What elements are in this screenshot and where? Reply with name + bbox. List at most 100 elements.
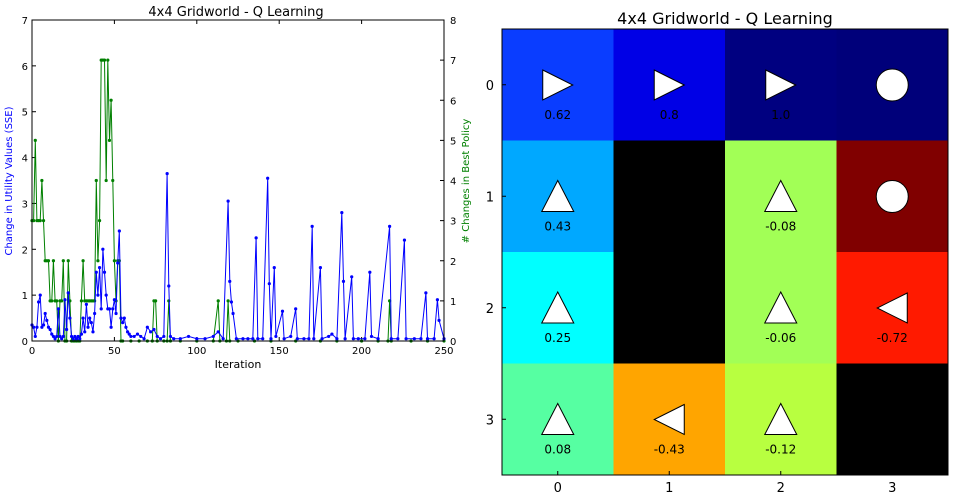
utility-change-point: [112, 298, 116, 302]
utility-change-point: [96, 293, 100, 297]
x-tick-label: 150: [270, 346, 289, 357]
policy-change-point: [79, 299, 84, 303]
utility-change-point: [261, 337, 265, 341]
utility-change-point: [307, 337, 311, 341]
utility-change-point: [58, 334, 62, 339]
y-left-tick-label: 3: [22, 199, 28, 210]
utility-change-point: [60, 337, 64, 341]
utility-change-point: [129, 334, 133, 339]
utility-change-point: [35, 325, 39, 329]
utility-change-point: [38, 293, 42, 297]
arrow-right-icon: [653, 69, 686, 101]
utility-change-point: [139, 334, 143, 339]
y-right-tick-label: 0: [450, 337, 456, 348]
policy-change-point: [226, 299, 230, 303]
utility-change-point: [68, 316, 72, 320]
grid-frame: [501, 28, 949, 476]
cell-value-label: -0.12: [765, 443, 796, 457]
utility-change-point: [40, 325, 44, 329]
policy-change-point: [38, 219, 42, 223]
policy-change-point: [81, 259, 85, 263]
utility-change-point: [435, 298, 440, 302]
utility-change-point: [78, 337, 82, 341]
utility-change-point: [419, 337, 423, 341]
y-left-tick-label: 0: [22, 337, 28, 348]
policy-change-point: [107, 138, 112, 142]
utility-change-point: [369, 334, 374, 339]
utility-change-point: [65, 327, 69, 332]
terminal-circle-icon: [875, 180, 909, 213]
utility-change-point: [341, 279, 346, 283]
utility-change-point: [102, 270, 107, 274]
utility-change-point: [69, 334, 74, 339]
utility-change-point: [295, 337, 299, 341]
utility-change-point: [135, 332, 140, 336]
policy-change-point: [41, 219, 46, 223]
y-left-tick-label: 5: [22, 108, 28, 119]
utility-change-point: [404, 337, 408, 341]
policy-change-point: [50, 299, 54, 303]
grid-x-tick-label: 2: [777, 481, 785, 496]
policy-change-point: [60, 299, 64, 303]
policy-change-point: [154, 299, 158, 303]
utility-change-point: [46, 325, 51, 329]
policy-change-point: [112, 259, 116, 263]
terminal-circle-icon: [875, 68, 909, 102]
utility-change-point: [425, 337, 430, 341]
utility-change-point: [155, 334, 159, 339]
utility-change-point: [114, 311, 118, 316]
utility-change-point: [107, 307, 112, 311]
utility-change-point: [55, 334, 59, 339]
utility-change-point: [109, 325, 113, 329]
grid-cells: 0.62 0.8 1.0 0.43 -0.08 0.25 -0.06 -0.72 0.08 -0.…: [502, 29, 949, 476]
utility-change-point: [104, 293, 108, 297]
arrow-right-icon: [542, 69, 574, 101]
utility-change-point: [61, 334, 65, 339]
policy-change-point: [96, 259, 100, 263]
utility-change-point: [229, 300, 234, 304]
arrow-left-icon: [653, 403, 685, 436]
utility-change-point: [74, 337, 79, 341]
utility-change-point: [33, 334, 37, 339]
grid-y-tick-label: 0: [486, 79, 494, 94]
policy-change-point: [216, 299, 220, 303]
grid-cell: [836, 363, 949, 476]
utility-change-point: [89, 321, 93, 325]
utility-change-point: [256, 337, 260, 341]
policy-change-point: [106, 58, 110, 62]
utility-change-point: [149, 330, 153, 334]
cell-value-label: -0.08: [765, 220, 796, 234]
utility-change-point: [71, 337, 75, 341]
cell-value-label: 0.62: [544, 108, 571, 122]
x-tick-label: 50: [108, 346, 121, 357]
arrow-right-icon: [765, 69, 797, 101]
policy-change-point: [33, 138, 37, 142]
arrow-up-icon: [763, 179, 798, 212]
cell-value-label: 1.0: [771, 108, 790, 122]
utility-change-point: [66, 291, 70, 295]
utility-change-point: [101, 247, 105, 251]
policy-change-point: [40, 178, 44, 183]
utility-change-point: [330, 332, 334, 336]
arrow-up-icon: [763, 402, 798, 435]
cell-value-label: -0.06: [765, 331, 796, 345]
utility-change-point: [132, 334, 136, 339]
utility-change-point: [402, 238, 407, 242]
utility-change-point: [432, 337, 436, 341]
utility-change-point: [79, 332, 84, 336]
utility-change-point: [117, 229, 121, 233]
utility-change-point: [111, 307, 115, 311]
utility-change-point: [266, 176, 270, 180]
grid-y-tick-label: 3: [486, 413, 494, 428]
cell-value-label: 0.8: [660, 108, 679, 122]
utility-change-point: [412, 337, 416, 341]
utility-change-point: [389, 337, 393, 341]
utility-change-point: [152, 327, 156, 332]
utility-change-point: [343, 337, 347, 341]
utility-change-point: [116, 261, 120, 265]
grid-x-tick-label: 1: [665, 481, 673, 496]
utility-change-point: [99, 307, 103, 311]
utility-change-point: [251, 337, 255, 341]
utility-change-point: [363, 337, 367, 341]
utility-change-point: [84, 302, 88, 306]
